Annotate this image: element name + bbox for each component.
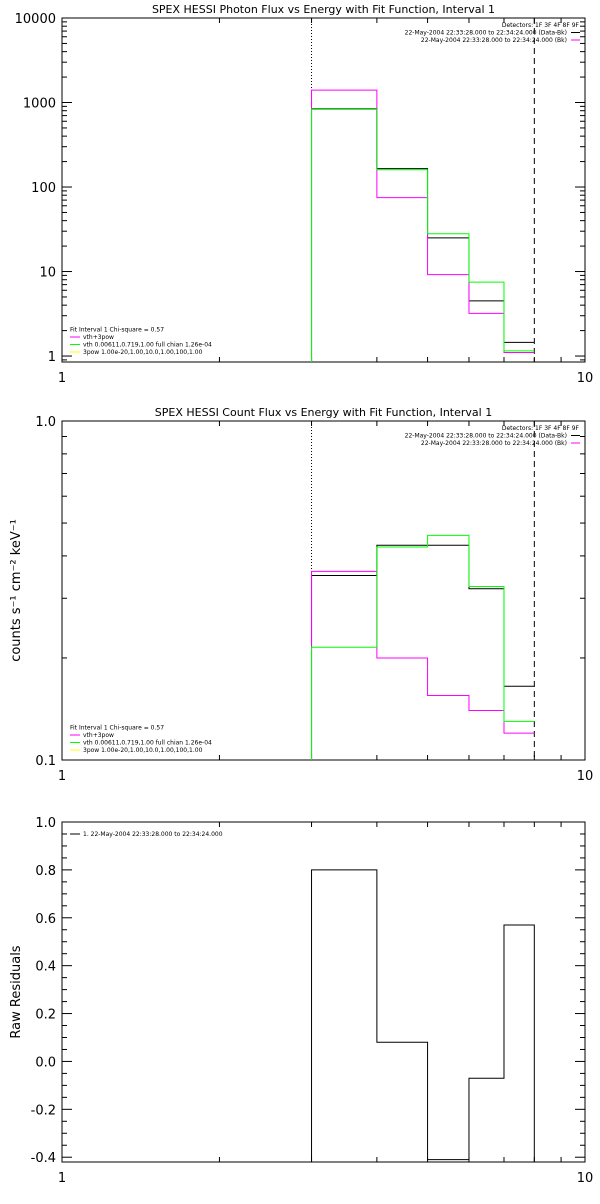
x-tick-label: 1	[58, 769, 66, 784]
legend-entry: vth+3pow	[83, 334, 114, 341]
plot-frame	[61, 821, 586, 1163]
series-black-step-line	[311, 544, 535, 760]
y-tick-label: 0.4	[35, 960, 56, 975]
y-tick-label: 10	[39, 266, 56, 281]
y-axis-ticks	[62, 821, 585, 1158]
series-green-step-line	[311, 534, 535, 760]
series-black-step-line	[311, 108, 535, 362]
y-tick-label: 1.0	[35, 415, 56, 430]
y-axis-ticks	[62, 420, 585, 761]
x-axis-ticks	[61, 822, 586, 1162]
annotation-text: Detectors: 1F 3F 4F 8F 9F	[502, 425, 580, 432]
chart-title: SPEX HESSI Photon Flux vs Energy with Fi…	[152, 3, 495, 16]
legend: 1. 22-May-2004 22:33:28.000 to 22:34:24.…	[70, 831, 223, 838]
y-tick-label: 0.6	[35, 912, 56, 927]
legend-entry: 1. 22-May-2004 22:33:28.000 to 22:34:24.…	[83, 831, 223, 838]
series-magenta-step-line	[311, 89, 535, 362]
y-tick-label: 0.0	[35, 1055, 56, 1070]
y-axis-ticks	[62, 17, 585, 361]
legend-entry: vth 0.00611,0.719,1.00 full chian 1.26e-…	[83, 342, 212, 349]
x-tick-label: 1	[58, 371, 66, 386]
y-tick-label: 0.1	[35, 754, 56, 769]
legend-entry: 3pow 1.00e-20,1.00,10.0,1.00,100,1.00	[83, 349, 203, 356]
annotation-text: 22-May-2004 22:33:28.000 to 22:34:24.000…	[405, 30, 567, 37]
y-axis-label: counts s⁻¹ cm⁻² keV⁻¹	[9, 519, 24, 662]
x-tick-label: 10	[577, 1171, 594, 1186]
plot-frame	[61, 17, 586, 363]
chart-panel-3: Raw Residuals 1 10 -0.4 -0.2 0.0 0.2 0.4 0.6 0.8 1…	[9, 816, 593, 1186]
y-tick-label: 0.2	[35, 1008, 56, 1023]
y-tick-label: -0.2	[31, 1103, 56, 1118]
series-black-step-line	[311, 869, 535, 1162]
legend-header: Fit Interval 1 Chi-square = 0.57	[70, 725, 164, 732]
y-tick-label: 1.0	[35, 816, 56, 831]
y-tick-label: 10000	[15, 12, 56, 27]
legend: Fit Interval 1 Chi-square = 0.57vth+3pow…	[70, 725, 212, 754]
y-tick-label: 0.8	[35, 864, 56, 879]
series-green-step-line	[311, 108, 535, 362]
x-axis-ticks	[61, 18, 586, 362]
plot-frame	[61, 420, 586, 761]
chart-panel-2: SPEX HESSI Count Flux vs Energy with Fit…	[9, 406, 593, 784]
x-tick-label: 1	[58, 1171, 66, 1186]
chart-title: SPEX HESSI Count Flux vs Energy with Fit…	[155, 406, 492, 419]
chart-panel-1: SPEX HESSI Photon Flux vs Energy with Fi…	[15, 3, 594, 386]
x-axis-ticks	[61, 421, 586, 760]
x-tick-label: 10	[577, 769, 594, 784]
annotation-text: 22-May-2004 22:33:28.000 to 22:34:24.000…	[421, 37, 567, 44]
legend: Fit Interval 1 Chi-square = 0.57vth+3pow…	[70, 327, 212, 356]
y-tick-label: -0.4	[31, 1151, 56, 1166]
series-magenta-step-line	[311, 570, 535, 760]
annotation-text: 22-May-2004 22:33:28.000 to 22:34:24.000…	[405, 433, 567, 440]
y-tick-label: 100	[31, 181, 56, 196]
annotation-text: 22-May-2004 22:33:28.000 to 22:34:24.000…	[421, 440, 567, 447]
annotation-text: Detectors: 1F 3F 4F 8F 9F	[502, 22, 580, 29]
y-tick-label: 1	[48, 350, 56, 365]
legend-entry: 3pow 1.00e-20,1.00,10.0,1.00,100,1.00	[83, 747, 203, 754]
x-tick-label: 10	[577, 371, 594, 386]
legend-header: Fit Interval 1 Chi-square = 0.57	[70, 327, 164, 334]
legend-entry: vth+3pow	[83, 732, 114, 739]
y-tick-label: 1000	[23, 97, 56, 112]
y-axis-label: Raw Residuals	[9, 945, 24, 1038]
legend-entry: vth 0.00611,0.719,1.00 full chian 1.26e-…	[83, 740, 212, 747]
